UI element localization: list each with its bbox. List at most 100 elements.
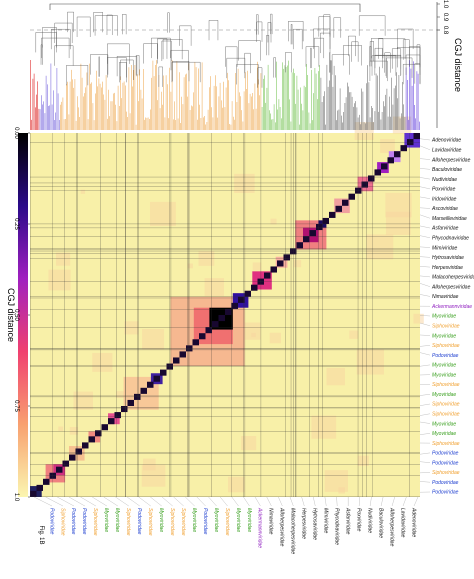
column-label: Herpesviridae <box>301 508 307 539</box>
heat-diag <box>199 333 206 340</box>
label-leader <box>278 496 283 507</box>
branch <box>270 13 273 35</box>
row-label: Myoviridae <box>432 333 456 339</box>
column-label: Podoviridae <box>48 508 54 535</box>
label-leader <box>419 177 431 180</box>
branch <box>107 43 130 64</box>
heat-shade <box>413 313 424 324</box>
label-leader <box>419 207 431 209</box>
branch <box>384 52 391 73</box>
branch <box>305 46 320 67</box>
branch <box>323 14 331 35</box>
heat-diag <box>36 484 43 491</box>
branch <box>226 57 246 79</box>
label-leader <box>185 496 195 507</box>
heat-diag <box>225 308 232 315</box>
column-label: Nimaviridae <box>268 508 274 535</box>
label-leader <box>419 256 431 258</box>
row-label: Siphoviridae <box>432 470 460 476</box>
dendrogram-tick-label: 0.9 <box>442 13 448 22</box>
row-label: Siphoviridae <box>432 402 460 408</box>
branch <box>238 40 261 61</box>
row-label: Ackermannviridae <box>431 304 472 310</box>
branch <box>116 56 138 77</box>
label-leader <box>419 186 431 190</box>
label-leader <box>419 158 431 160</box>
heat-diag <box>316 224 323 231</box>
column-label: Baculoviridae <box>377 508 383 538</box>
heat-shade <box>357 455 369 467</box>
heat-shade <box>198 251 215 266</box>
branch <box>369 41 374 62</box>
row-label: Alloherpesviridae <box>431 284 471 290</box>
row-label: Herpesviridae <box>432 265 463 271</box>
heat-diag <box>95 430 102 437</box>
heat-shade <box>366 234 394 260</box>
heat-diag <box>238 296 245 303</box>
heat-shade <box>311 415 337 439</box>
heat-shade <box>69 427 79 435</box>
branch <box>171 61 201 83</box>
branch <box>236 64 259 85</box>
row-label: Myoviridae <box>432 314 456 320</box>
branch <box>172 61 190 82</box>
branch <box>369 46 372 67</box>
heat-shade <box>234 173 255 193</box>
heat-diag <box>348 193 355 200</box>
heat-diag <box>322 217 329 224</box>
branch <box>90 54 109 75</box>
label-leader <box>419 214 431 219</box>
heat-diag <box>56 466 63 473</box>
branch <box>403 39 410 60</box>
heat-diag <box>290 248 297 255</box>
column-label: Hytrosaviridae <box>312 508 318 540</box>
heat-diag <box>160 369 167 376</box>
colorbar-tick-label: 0.50 <box>13 309 19 321</box>
label-leader <box>419 345 431 347</box>
label-leader <box>57 496 75 507</box>
label-leader <box>127 496 140 507</box>
label-leader <box>419 334 431 336</box>
row-label: Podoviridae <box>432 451 459 457</box>
label-leader <box>413 496 419 507</box>
branch <box>273 57 276 78</box>
heat-diag <box>147 381 154 388</box>
row-label: Siphoviridae <box>432 323 460 329</box>
branch <box>225 46 238 67</box>
heat-diag <box>231 302 238 309</box>
column-label: Myoviridae <box>103 508 109 532</box>
label-leader <box>419 481 431 483</box>
heat-shade <box>252 262 262 271</box>
label-leader <box>419 283 431 287</box>
label-leader <box>419 433 431 435</box>
branch <box>385 55 401 77</box>
heat-diag <box>342 199 349 206</box>
label-leader <box>419 235 431 238</box>
label-leader <box>419 145 431 150</box>
label-leader <box>419 364 431 367</box>
label-leader <box>419 322 431 326</box>
label-leader <box>150 496 162 507</box>
column-label: Siphoviridae <box>92 508 98 536</box>
column-label: Lavidaviridae <box>399 508 405 538</box>
heat-diag <box>309 230 316 237</box>
row-label: Siphoviridae <box>432 382 460 388</box>
column-label: Adenoviridae <box>410 507 416 537</box>
heat-diag <box>30 490 37 497</box>
row-label: Mimiviridae <box>432 245 458 251</box>
dendrogram-axis-label: CGJ distance <box>453 38 463 92</box>
row-label: Hytrosaviridae <box>432 255 464 261</box>
row-label: Podoviridae <box>432 480 459 486</box>
heat-diag <box>387 157 394 164</box>
heat-diag <box>283 254 290 261</box>
label-leader <box>313 496 316 507</box>
branch <box>416 44 421 65</box>
label-leader <box>419 403 431 406</box>
colorbar-tick-label: 0.75 <box>13 400 19 412</box>
row-label: Marseilleviridae <box>432 216 467 222</box>
label-leader <box>419 168 431 170</box>
branch <box>122 14 127 35</box>
row-label: Poxviridae <box>432 187 456 193</box>
heat-diag <box>407 139 414 146</box>
branch <box>392 48 401 69</box>
